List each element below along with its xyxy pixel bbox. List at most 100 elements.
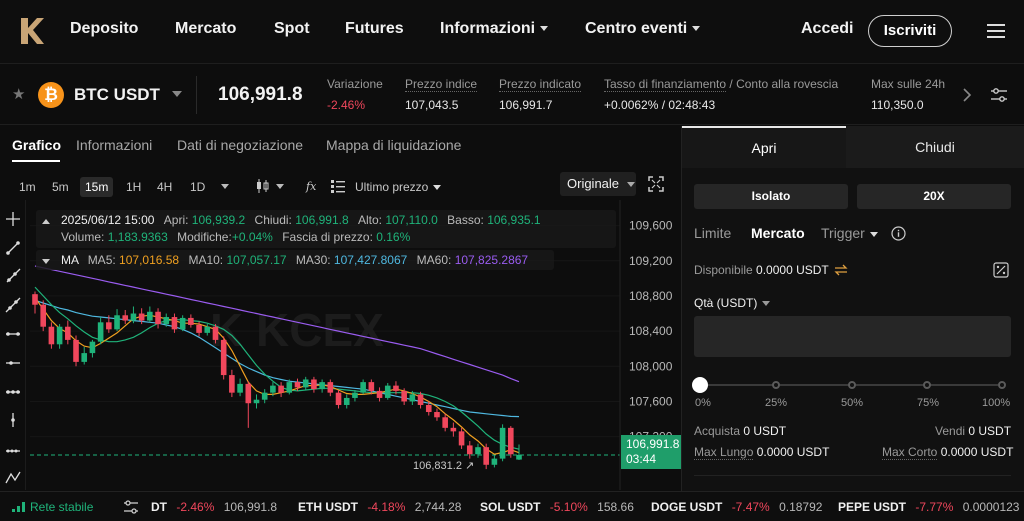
chevron-down-icon [762,301,771,307]
candle-body [442,417,448,428]
login-link[interactable]: Accedi [801,20,854,37]
horizontal-line-icon[interactable] [5,326,21,342]
horizontal-ray-icon[interactable] [5,355,21,371]
price-type-select[interactable]: Ultimo prezzo [355,177,442,197]
view-mode-button[interactable]: Originale [560,172,636,196]
nav-centro-eventi[interactable]: Centro eventi [585,20,701,38]
calculator-icon[interactable] [993,262,1009,278]
chart-type-dropdown-icon[interactable] [276,184,284,189]
extended-line-icon[interactable] [5,297,21,313]
quantity-input[interactable] [694,316,1011,357]
collapse-icon[interactable] [42,213,58,227]
ticker-item[interactable]: DOGE USDT -7.47% 0.18792 [651,500,823,514]
candle-body [499,427,506,459]
candle-body [319,382,325,390]
timeframe-5m[interactable]: 5m [52,180,69,194]
timeframe-15m[interactable]: 15m [80,177,114,197]
max-long: Max Lungo 0.0000 USDT [694,445,830,460]
y-tick-label: 107,600 [629,394,673,408]
ma60-line [34,265,520,383]
nav-mercato[interactable]: Mercato [175,20,237,37]
chevron-right-icon[interactable] [962,88,972,102]
slider-label-25: 25% [765,397,788,409]
y-tick-label: 108,800 [629,289,673,303]
timeframe-1m[interactable]: 1m [19,180,36,194]
bitcoin-icon: ₿ [38,82,64,108]
qty-slider-handle[interactable] [692,377,708,393]
tab-apri[interactable]: Apri [682,126,846,168]
settings-sliders-icon[interactable] [990,86,1008,104]
ticker-bar [0,65,1024,125]
ma-legend: MA MA5: 107,016.58 MA10: 107,057.17 MA30… [36,250,554,270]
kcex-logo-icon[interactable] [18,16,46,46]
divider [681,126,682,491]
candle-body [114,315,120,330]
nav-spot[interactable]: Spot [274,20,310,37]
order-type-limit[interactable]: Limite [694,225,732,241]
favorite-star-icon[interactable]: ★ [12,86,26,103]
order-type-trigger[interactable]: Trigger [821,225,878,241]
slider-mark-100[interactable] [998,381,1006,389]
crosshair-icon[interactable] [5,211,21,227]
stat-label-funding: Tasso di finanziamento / Conto alla rove… [604,77,839,92]
ray-line-icon[interactable] [5,268,21,284]
tab-grafico[interactable]: Grafico [12,137,62,153]
nav-futures[interactable]: Futures [345,20,404,37]
signup-button[interactable]: Iscriviti [868,15,952,47]
divider [694,475,1011,476]
info-icon[interactable] [891,226,906,241]
timeframe-1d[interactable]: 1D [190,180,206,194]
nav-deposito[interactable]: Deposito [70,20,139,37]
timeframe-4h[interactable]: 4H [157,180,173,194]
indicator-fx-icon[interactable]: fx [305,178,321,194]
ticker-item[interactable]: ETH USDT -4.18% 2,744.28 [298,500,462,514]
candle-body [368,382,375,391]
timeframe-dropdown-icon[interactable] [221,184,229,189]
candle-body [229,375,235,393]
candle-body [163,317,170,325]
chevron-down-icon[interactable] [627,182,635,187]
candle-body [343,397,350,405]
tab-mappa-liquidazione[interactable]: Mappa di liquidazione [326,137,462,153]
vertical-line-icon[interactable] [5,412,21,428]
trend-line-icon[interactable] [5,240,21,256]
ticker-item[interactable]: PEPE USDT -7.77% 0.0000123 [838,500,1020,514]
ticker-item[interactable]: SOL USDT -5.10% 158.66 [480,500,634,514]
fullscreen-icon[interactable] [648,176,664,192]
price-range-icon[interactable] [5,441,21,457]
slider-label-100: 100% [982,397,1011,409]
nav-informazioni[interactable]: Informazioni [440,20,549,38]
ticker-settings-icon[interactable] [123,500,139,514]
candle-body [196,324,202,333]
candle-body [130,313,137,321]
parallel-channel-icon[interactable] [5,384,21,400]
pair-dropdown-icon[interactable] [172,91,182,97]
tab-chiudi[interactable]: Chiudi [846,126,1024,168]
slider-mark-50[interactable] [848,381,856,389]
candlestick-type-icon[interactable] [255,178,271,194]
transfer-icon[interactable] [834,264,848,276]
timeframe-1h[interactable]: 1H [126,180,142,194]
candle-body [73,339,79,362]
slider-label-75: 75% [917,397,940,409]
tab-dati-negoziazione[interactable]: Dati di negoziazione [177,137,304,153]
fibonacci-icon[interactable] [5,470,21,486]
ticker-item[interactable]: DT -2.46% 106,991.8 [151,500,278,514]
qty-label[interactable]: Qtà (USDT) [694,296,771,310]
list-settings-icon[interactable] [330,178,346,194]
stat-value-funding: +0.0062% / 02:48:43 [604,98,716,112]
pair-name[interactable]: BTC USDT [74,85,160,104]
order-type-market[interactable]: Mercato [751,225,805,241]
hamburger-menu-icon[interactable] [987,23,1005,39]
collapse-icon[interactable] [42,253,58,267]
leverage-button[interactable]: 20X [857,184,1011,209]
y-tick-label: 108,000 [629,359,673,373]
stat-value-index: 107,043.5 [405,98,459,112]
slider-mark-75[interactable] [923,381,931,389]
slider-mark-25[interactable] [772,381,780,389]
candle-body [270,385,276,393]
stat-label-index: Prezzo indice [405,77,478,92]
svg-text:fx: fx [305,180,317,193]
tab-informazioni[interactable]: Informazioni [76,137,153,153]
margin-mode-button[interactable]: Isolato [694,184,848,209]
